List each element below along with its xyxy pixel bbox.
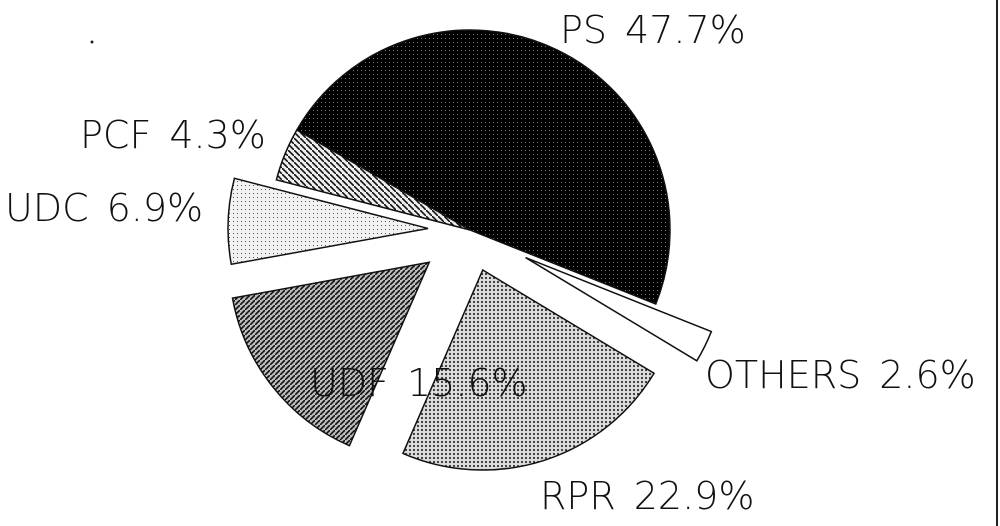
value-label: 22.9% (634, 474, 755, 518)
speck (90, 40, 94, 44)
category-label: UDF (310, 361, 389, 405)
slice-label: PS 47.7% (560, 8, 746, 52)
category-label: UDC (5, 186, 89, 230)
category-label: RPR (540, 474, 616, 518)
value-label: 4.3% (169, 113, 266, 157)
value-label: 47.7% (625, 8, 746, 52)
category-label: PS (560, 8, 607, 52)
pie-slice (275, 128, 471, 231)
pie-slice (401, 268, 656, 471)
slice-label: UDF 15.6% (310, 361, 528, 405)
slice-label: UDC 6.9% (5, 186, 203, 230)
pie-slice (525, 256, 713, 362)
slice-label: PCF 4.3% (80, 113, 266, 157)
pie-slice (295, 29, 671, 305)
category-label: PCF (80, 113, 151, 157)
slice-label: OTHERS 2.6% (705, 353, 976, 397)
value-label: 15.6% (407, 361, 528, 405)
value-label: 2.6% (879, 353, 976, 397)
slice-label: RPR 22.9% (540, 474, 754, 518)
pie-slice (227, 177, 429, 266)
pie-slice (231, 261, 431, 447)
category-label: OTHERS (705, 353, 861, 397)
value-label: 6.9% (107, 186, 204, 230)
